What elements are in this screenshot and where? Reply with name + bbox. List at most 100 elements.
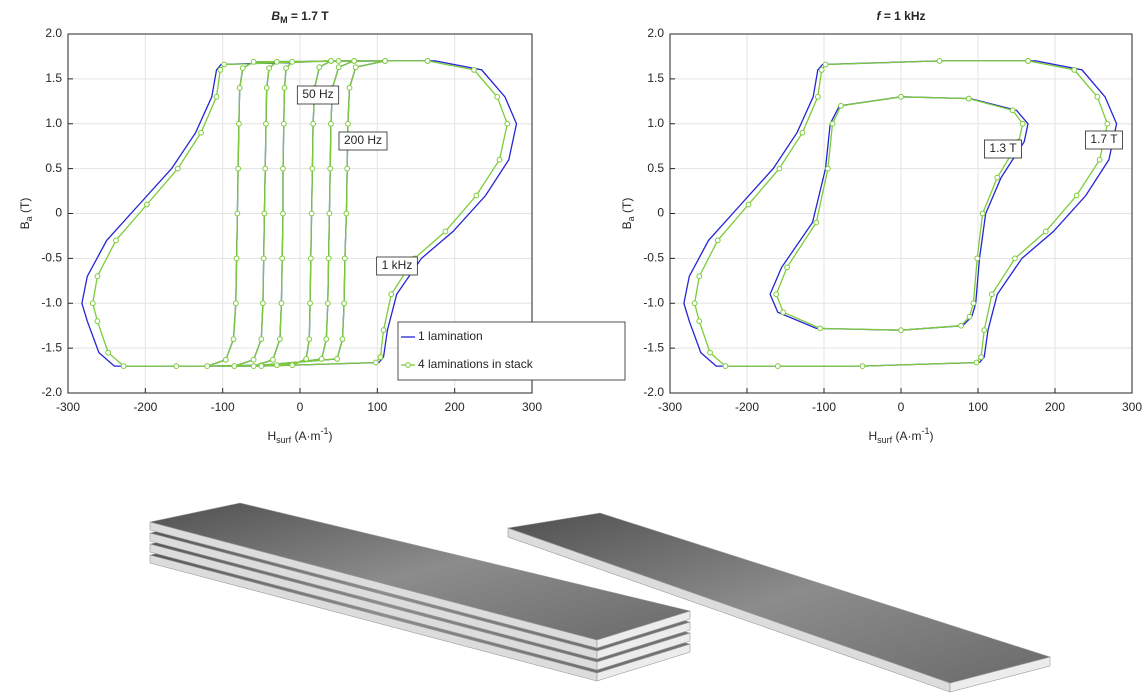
y-tick-label: 1.0 <box>647 116 664 130</box>
marker <box>781 310 786 315</box>
marker <box>235 211 240 216</box>
label-part: surf <box>276 435 292 445</box>
marker <box>106 350 111 355</box>
marker <box>825 166 830 171</box>
marker <box>326 256 331 261</box>
marker <box>317 65 322 70</box>
marker <box>899 328 904 333</box>
marker <box>373 360 378 365</box>
marker <box>325 301 330 306</box>
marker <box>800 130 805 135</box>
x-tick-label: -200 <box>133 400 157 414</box>
x-tick-label: 0 <box>297 400 304 414</box>
y-tick-label: 0.5 <box>647 161 664 175</box>
x-axis-label: Hsurf (A·m-1) <box>267 426 332 445</box>
marker <box>290 59 295 64</box>
marker <box>233 301 238 306</box>
marker <box>95 319 100 324</box>
label-part: M <box>280 15 288 25</box>
marker <box>746 202 751 207</box>
marker <box>443 229 448 234</box>
marker <box>237 85 242 90</box>
marker <box>505 121 510 126</box>
marker <box>267 66 272 71</box>
marker <box>937 59 942 64</box>
marker <box>223 357 228 362</box>
y-tick-label: -2.0 <box>643 385 664 399</box>
x-tick-label: -200 <box>735 400 759 414</box>
x-tick-label: 0 <box>898 400 905 414</box>
marker <box>236 166 241 171</box>
marker <box>214 94 219 99</box>
marker <box>327 211 332 216</box>
y-tick-label: 0 <box>657 206 664 220</box>
marker <box>144 202 149 207</box>
marker <box>231 337 236 342</box>
marker <box>715 238 720 243</box>
marker <box>381 328 386 333</box>
marker <box>974 360 979 365</box>
marker <box>95 274 100 279</box>
marker <box>342 301 347 306</box>
marker <box>284 66 289 71</box>
y-tick-label: 1.5 <box>647 71 664 85</box>
annotation: 200 Hz <box>344 133 382 147</box>
x-tick-label: 200 <box>1045 400 1065 414</box>
label-part: ) <box>930 429 934 443</box>
marker <box>723 364 728 369</box>
marker <box>899 94 904 99</box>
marker <box>260 301 265 306</box>
marker <box>264 85 269 90</box>
marker <box>274 59 279 64</box>
marker <box>389 292 394 297</box>
y-tick-label: 0 <box>55 206 62 220</box>
marker <box>823 62 828 67</box>
marker <box>1010 108 1015 113</box>
marker <box>495 94 500 99</box>
marker <box>497 157 502 162</box>
marker <box>1072 68 1077 73</box>
marker <box>310 166 315 171</box>
marker <box>251 364 256 369</box>
marker <box>774 292 779 297</box>
marker <box>290 363 295 368</box>
marker <box>277 337 282 342</box>
label-part: -1 <box>321 426 329 436</box>
x-axis-label: Hsurf (A·m-1) <box>868 426 933 445</box>
marker <box>205 364 210 369</box>
marker <box>329 59 334 64</box>
marker <box>237 121 242 126</box>
marker <box>819 68 824 73</box>
marker <box>307 337 312 342</box>
marker <box>282 85 287 90</box>
y-tick-label: -0.5 <box>41 251 62 265</box>
y-tick-label: 2.0 <box>647 26 664 40</box>
x-tick-label: 100 <box>968 400 988 414</box>
label-part: B <box>18 221 32 229</box>
marker <box>1013 256 1018 261</box>
label-part: (T) <box>18 198 32 217</box>
marker <box>1097 157 1102 162</box>
x-tick-label: -300 <box>658 400 682 414</box>
marker <box>308 301 313 306</box>
marker <box>830 121 835 126</box>
marker <box>697 274 702 279</box>
marker <box>959 323 964 328</box>
marker <box>319 356 324 361</box>
label-part: = 1 kHz <box>880 9 925 23</box>
marker <box>775 364 780 369</box>
marker <box>347 85 352 90</box>
legend-label: 1 lamination <box>418 329 483 343</box>
marker <box>340 337 345 342</box>
marker <box>232 364 237 369</box>
y-tick-label: -1.5 <box>41 340 62 354</box>
marker <box>261 256 266 261</box>
marker <box>860 364 865 369</box>
marker <box>175 166 180 171</box>
marker <box>353 65 358 70</box>
marker <box>785 265 790 270</box>
marker <box>336 59 341 64</box>
label-part: B <box>620 221 634 229</box>
marker <box>474 193 479 198</box>
marker <box>1043 229 1048 234</box>
